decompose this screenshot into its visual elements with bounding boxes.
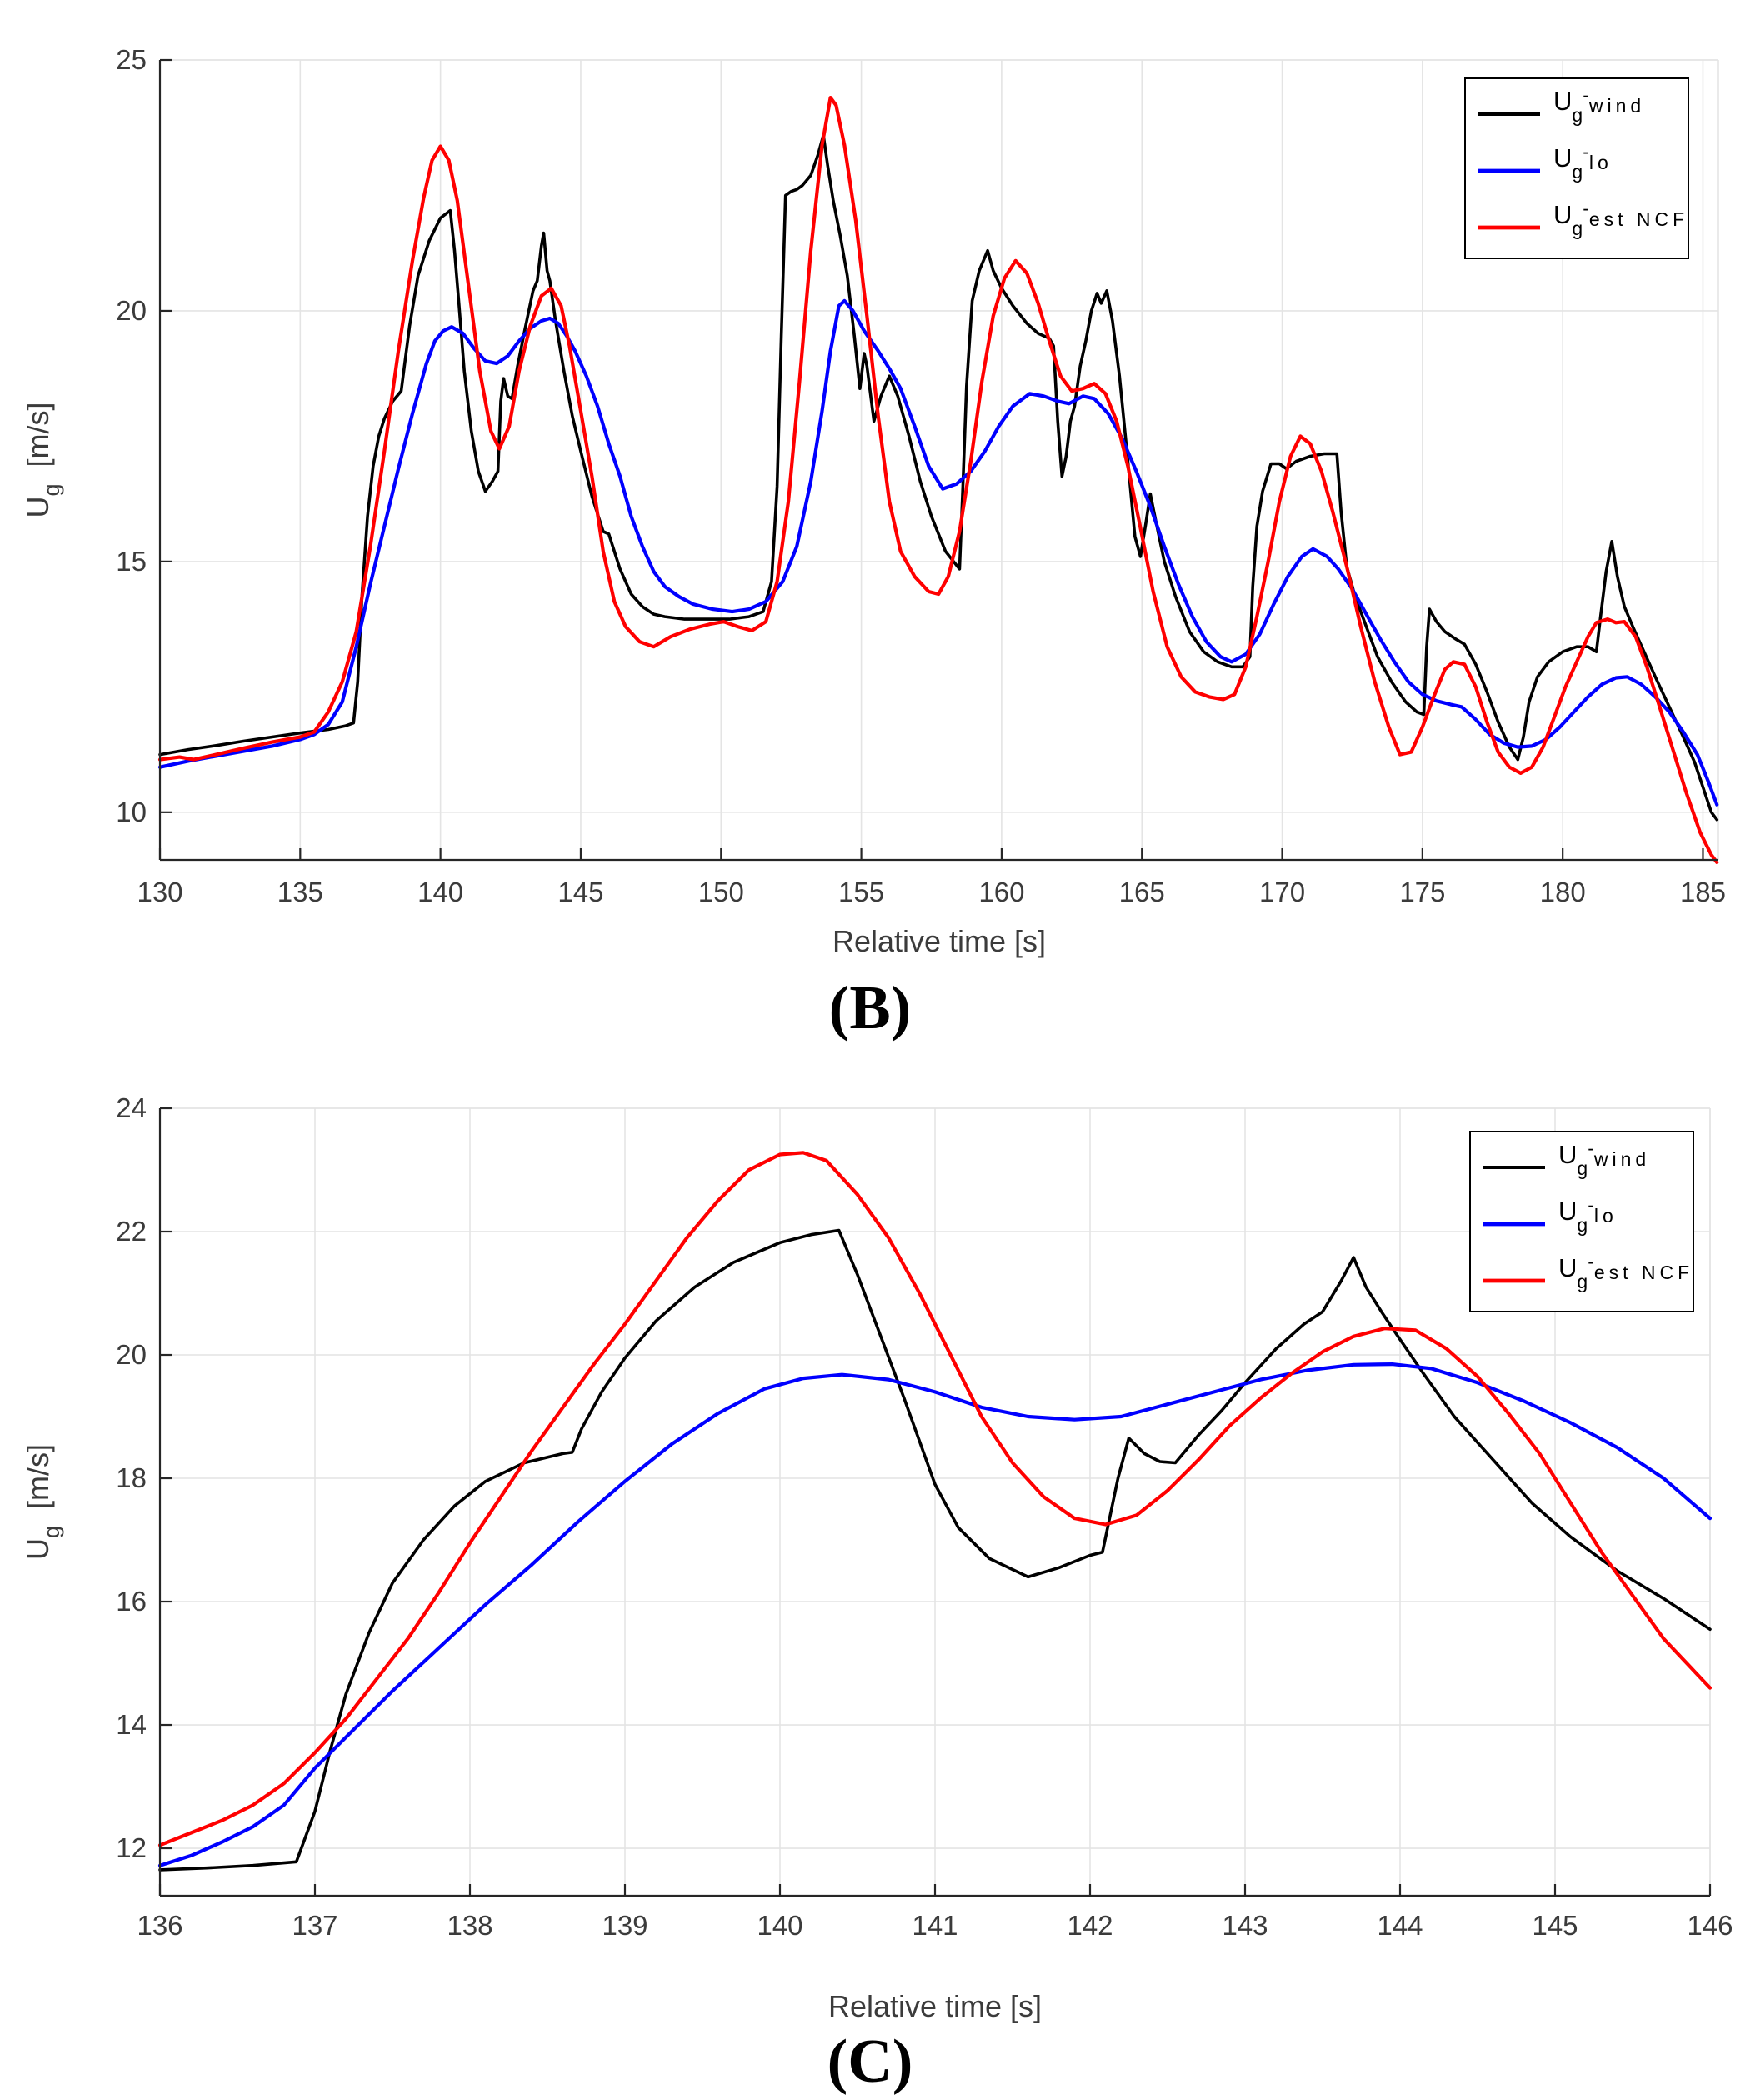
x-tick-label: 155 <box>838 877 884 908</box>
grid <box>159 1108 1711 1896</box>
x-tick-label: 137 <box>292 1910 338 1941</box>
x-tick-label: 138 <box>447 1910 492 1941</box>
x-tick-label: 150 <box>698 877 744 908</box>
x-tick-label: 144 <box>1377 1910 1422 1941</box>
legend: Ug-wind Ug-lo Ug-est NCF <box>1464 78 1689 259</box>
legend-label: Ug-est NCF <box>1558 1251 1693 1292</box>
series-line-u-g-wind <box>158 133 1719 822</box>
x-tick-label: 135 <box>278 877 323 908</box>
x-tick-label: 145 <box>558 877 603 908</box>
y-tick-label: 20 <box>116 295 147 326</box>
y-tick-label: 15 <box>116 546 147 577</box>
x-tick-label: 175 <box>1399 877 1445 908</box>
x-tick-label: 130 <box>137 877 182 908</box>
x-tick-label: 170 <box>1259 877 1305 908</box>
series-line-u-g-est-ncf <box>158 95 1719 865</box>
y-tick-label: 20 <box>116 1339 147 1370</box>
legend-label: Ug-est NCF <box>1553 198 1688 239</box>
series-line-u-g-est-ncf <box>158 1151 1712 1848</box>
panel-caption-c: (C) <box>827 2028 913 2096</box>
tick-labels: 130 135 140 145 150 155 160 165 170 175 180 185 10 15… <box>116 44 1726 908</box>
tick-labels: 136 137 138 139 140 141 142 143 144 145 146 12 14 16 1… <box>116 1092 1732 1941</box>
series-line-u-g-wind <box>158 1228 1712 1872</box>
x-tick-label: 140 <box>757 1910 802 1941</box>
x-tick-label: 143 <box>1222 1910 1268 1941</box>
x-tick-label: 145 <box>1532 1910 1578 1941</box>
x-tick-label: 140 <box>418 877 463 908</box>
x-tick-label: 139 <box>602 1910 648 1941</box>
x-tick-label: 146 <box>1687 1910 1732 1941</box>
series-line-u-g-lo <box>158 1362 1712 1868</box>
x-tick-label: 136 <box>137 1910 182 1941</box>
x-axis-label: Relative time [s] <box>832 924 1046 958</box>
y-tick-label: 24 <box>116 1092 147 1123</box>
legend-label: Ug-lo <box>1558 1194 1618 1236</box>
y-tick-label: 14 <box>116 1709 147 1740</box>
y-tick-label: 18 <box>116 1462 147 1493</box>
chart-b: 130 135 140 145 150 155 160 165 170 175 180 185 10 15… <box>21 44 1726 958</box>
y-tick-label: 10 <box>116 797 147 828</box>
x-tick-label: 142 <box>1067 1910 1112 1941</box>
x-tick-label: 141 <box>912 1910 958 1941</box>
x-axis-label: Relative time [s] <box>828 1989 1042 2023</box>
legend: Ug-wind Ug-lo Ug-est NCF <box>1469 1131 1694 1312</box>
y-tick-label: 25 <box>116 44 147 75</box>
chart-c: 136 137 138 139 140 141 142 143 144 145 146 12 14 16 1… <box>21 1092 1733 2023</box>
axes <box>158 58 1718 862</box>
y-tick-label: 22 <box>116 1216 147 1247</box>
y-axis-label: Ug [m/s] <box>21 1444 64 1560</box>
legend-label: Ug-wind <box>1553 84 1645 126</box>
y-axis-label: Ug [m/s] <box>21 402 64 518</box>
x-tick-label: 180 <box>1540 877 1586 908</box>
axes <box>158 1107 1712 1898</box>
x-tick-label: 165 <box>1119 877 1165 908</box>
legend-label: Ug-wind <box>1558 1138 1650 1179</box>
y-tick-label: 16 <box>116 1586 147 1617</box>
x-tick-label: 160 <box>978 877 1024 908</box>
x-tick-label: 185 <box>1680 877 1726 908</box>
panel-caption-b: (B) <box>828 974 912 1042</box>
legend-label: Ug-lo <box>1553 141 1612 182</box>
y-tick-label: 12 <box>116 1832 147 1863</box>
